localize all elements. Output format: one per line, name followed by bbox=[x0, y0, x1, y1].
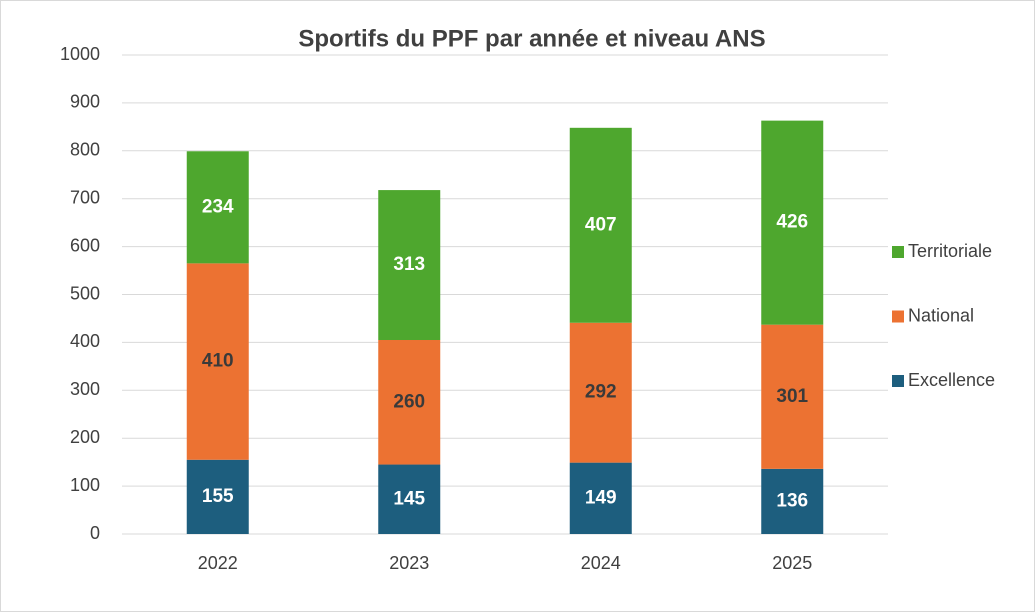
legend-label: Excellence bbox=[908, 370, 995, 390]
data-label: 313 bbox=[393, 254, 425, 275]
legend-label: National bbox=[908, 305, 974, 325]
data-label: 260 bbox=[393, 391, 425, 412]
chart-title: Sportifs du PPF par année et niveau ANS bbox=[298, 25, 765, 52]
data-label: 155 bbox=[202, 486, 234, 507]
x-tick-label: 2025 bbox=[772, 553, 812, 573]
y-tick-label: 200 bbox=[70, 427, 100, 447]
data-label: 136 bbox=[776, 490, 808, 511]
data-label: 426 bbox=[776, 212, 808, 233]
x-tick-label: 2024 bbox=[581, 553, 621, 573]
data-label: 407 bbox=[585, 214, 617, 235]
data-label: 149 bbox=[585, 487, 617, 508]
data-label: 301 bbox=[776, 386, 808, 407]
y-tick-label: 400 bbox=[70, 331, 100, 351]
y-tick-label: 100 bbox=[70, 475, 100, 495]
legend-swatch bbox=[892, 246, 904, 258]
legend-swatch bbox=[892, 310, 904, 323]
bar-segment bbox=[378, 190, 441, 341]
data-label: 145 bbox=[393, 488, 425, 509]
bar-segment bbox=[186, 151, 249, 264]
bar-segment bbox=[569, 127, 632, 323]
legend-swatch bbox=[892, 375, 904, 387]
bar-segment bbox=[569, 322, 632, 463]
y-tick-label: 600 bbox=[70, 235, 100, 255]
bar-segment bbox=[378, 340, 441, 465]
x-tick-label: 2022 bbox=[198, 553, 238, 573]
y-tick-label: 300 bbox=[70, 379, 100, 399]
bar-segment bbox=[761, 468, 824, 534]
data-label: 234 bbox=[202, 196, 234, 217]
data-label: 292 bbox=[585, 382, 617, 403]
bar-segment bbox=[378, 464, 441, 534]
data-label: 410 bbox=[202, 351, 234, 372]
y-tick-label: 700 bbox=[70, 187, 100, 207]
y-tick-label: 0 bbox=[90, 523, 100, 543]
bar-segment bbox=[761, 120, 824, 325]
bar-segment bbox=[761, 324, 824, 469]
bar-segment bbox=[186, 459, 249, 534]
legend-label: Territoriale bbox=[908, 241, 992, 261]
x-tick-label: 2023 bbox=[389, 553, 429, 573]
y-tick-label: 800 bbox=[70, 140, 100, 160]
y-tick-label: 500 bbox=[70, 283, 100, 303]
bar-segment bbox=[186, 263, 249, 460]
bar-segment bbox=[569, 462, 632, 534]
y-tick-label: 900 bbox=[70, 92, 100, 112]
y-tick-label: 1000 bbox=[60, 44, 100, 64]
